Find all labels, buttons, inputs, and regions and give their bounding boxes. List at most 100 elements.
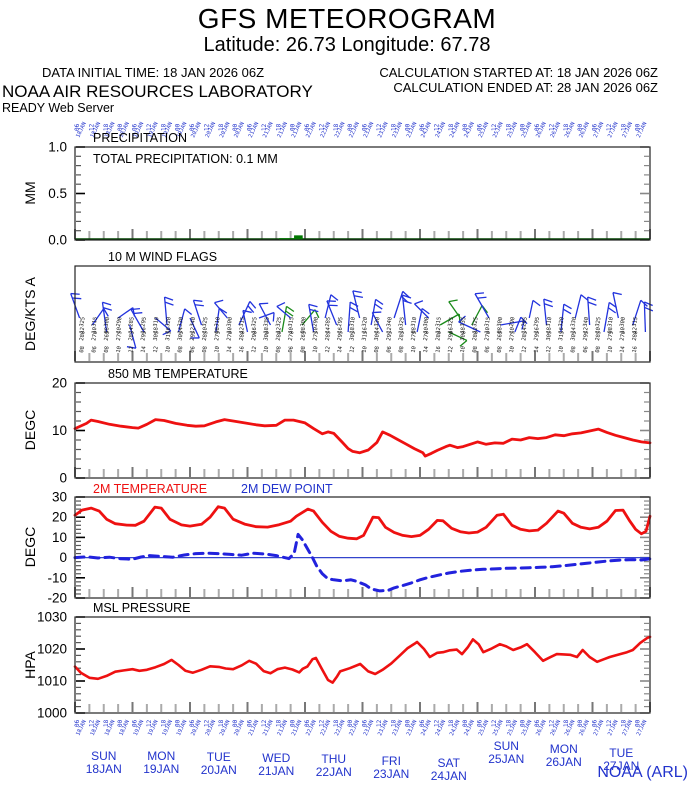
- wind-value-label: 300: [104, 317, 112, 328]
- wind-value-label: 12: [128, 346, 135, 354]
- rotated-time-label: 00: [232, 719, 239, 727]
- y-tick-label: 0: [59, 550, 67, 565]
- rotated-time-label: 12: [88, 719, 95, 727]
- wind-barb-staff: [258, 303, 272, 326]
- wind-value-label: 270: [484, 331, 492, 342]
- wind-value-label: 295: [337, 331, 345, 342]
- rotated-time-label: 12: [491, 719, 498, 727]
- wind-value-label: 320: [558, 317, 566, 328]
- wind-barb-staff: [471, 305, 483, 326]
- rotated-time-label: 06: [419, 123, 426, 131]
- wind-value-label: 14: [140, 345, 147, 353]
- wind-barb-feather: [133, 312, 143, 315]
- wind-barb-staff: [643, 301, 647, 333]
- wind-value-label: 285: [325, 317, 333, 328]
- wind-value-label: 320: [165, 317, 173, 328]
- wind-value-label: 10: [263, 346, 270, 354]
- wind-value-label: 310: [214, 317, 222, 328]
- wind-barb-staff: [192, 300, 203, 326]
- wind-value-label: 12: [448, 346, 455, 354]
- wind-barb-feather: [72, 297, 82, 300]
- y-tick-label: 20: [52, 376, 67, 391]
- wind-barb-feather: [458, 315, 466, 323]
- wind-value-label: 12: [386, 327, 393, 335]
- data-initial-time: DATA INITIAL TIME: 18 JAN 2026 06Z: [42, 65, 265, 80]
- rotated-time-label: 18: [333, 719, 340, 727]
- wind-barb-staff: [352, 290, 361, 319]
- wind-value-label: 275: [509, 331, 517, 342]
- wind-value-label: 10: [509, 346, 516, 354]
- wind-value-label: 10: [165, 346, 172, 354]
- wind-value-label: 310: [411, 317, 419, 328]
- wind-barb-feather: [272, 312, 275, 322]
- wind-value-label: 325: [202, 317, 210, 328]
- wind-value-label: 330: [374, 317, 382, 328]
- day-date: 23JAN: [373, 767, 410, 781]
- wind-barb-feather: [402, 299, 412, 305]
- day-date: 27JAN: [603, 759, 640, 773]
- wind-value-label: 16: [251, 327, 258, 335]
- calculation-started: CALCULATION STARTED AT: 18 JAN 2026 06Z: [379, 65, 658, 80]
- wind-barb-feather: [402, 294, 412, 299]
- wind-value-label: 320: [362, 317, 370, 328]
- rotated-time-label: 12: [261, 123, 268, 131]
- wind-barb-feather: [353, 295, 364, 299]
- wind-value-label: 325: [472, 317, 480, 328]
- rotated-time-label: 12: [261, 719, 268, 727]
- wind-barb-staff: [347, 302, 351, 333]
- wind-value-label: 10: [91, 327, 98, 335]
- rotated-time-label: 06: [477, 719, 484, 727]
- wind-value-label: 285: [128, 317, 136, 328]
- rotated-time-label: 00: [635, 719, 642, 727]
- wind-value-label: 10: [619, 327, 626, 335]
- wind-value-label: 340: [386, 317, 394, 328]
- rotated-time-label: 00: [405, 719, 412, 727]
- rotated-time-label: 12: [376, 719, 383, 727]
- wind-value-label: 265: [300, 331, 308, 342]
- rotated-time-label: 06: [592, 123, 599, 131]
- wind-value-label: 310: [349, 317, 357, 328]
- rotated-time-label: 12: [548, 719, 555, 727]
- day-date: 19JAN: [143, 762, 180, 776]
- wind-value-label: 315: [165, 331, 173, 342]
- rotated-time-label: 12: [433, 123, 440, 131]
- wind-value-label: 315: [288, 317, 296, 328]
- wind-barb-staff: [414, 303, 430, 319]
- wind-value-label: 18: [349, 327, 356, 335]
- wind-value-label: 08: [214, 327, 221, 335]
- wind-barb-staff: [439, 313, 460, 326]
- rotated-time-label: 06: [534, 719, 541, 727]
- rotated-time-label: 06: [189, 123, 196, 131]
- wind-value-label: 305: [546, 331, 554, 342]
- wind-barb-staff: [500, 320, 525, 326]
- wind-value-label: 295: [386, 331, 394, 342]
- wind-barb-feather: [607, 307, 617, 314]
- wind-barb-staff: [474, 293, 490, 319]
- day-of-week: FRI: [381, 754, 401, 768]
- rotated-time-label: 00: [577, 719, 584, 727]
- wind-barb-feather: [587, 301, 597, 306]
- day-date: 18JAN: [85, 762, 122, 776]
- wind-value-label: 06: [583, 346, 590, 354]
- y-axis-unit-mm: MM: [22, 181, 38, 205]
- wind-barb-feather: [448, 299, 458, 303]
- calculation-times: CALCULATION STARTED AT: 18 JAN 2026 06Z …: [379, 65, 658, 95]
- y-tick-label: 0: [59, 471, 67, 486]
- wind-value-label: 325: [398, 317, 406, 328]
- wind-value-label: 06: [288, 346, 295, 354]
- day-of-week: TUE: [206, 750, 231, 764]
- rotated-time-label: 12: [376, 123, 383, 131]
- wind-value-label: 280: [276, 331, 284, 342]
- wind-barb-staff: [128, 324, 137, 349]
- wind-barb-feather: [184, 308, 193, 316]
- wind-value-label: 10: [484, 327, 491, 335]
- wind-value-label: 08: [497, 327, 504, 335]
- x-axis-day-label: FRI 23JAN: [361, 755, 421, 781]
- wind-barb-feather: [352, 290, 362, 294]
- wind-value-label: 310: [607, 317, 615, 328]
- wind-value-label: 06: [91, 346, 98, 354]
- wind-barb-feather: [421, 308, 430, 315]
- wind-value-label: 08: [104, 327, 111, 335]
- wind-value-label: 10: [558, 346, 565, 354]
